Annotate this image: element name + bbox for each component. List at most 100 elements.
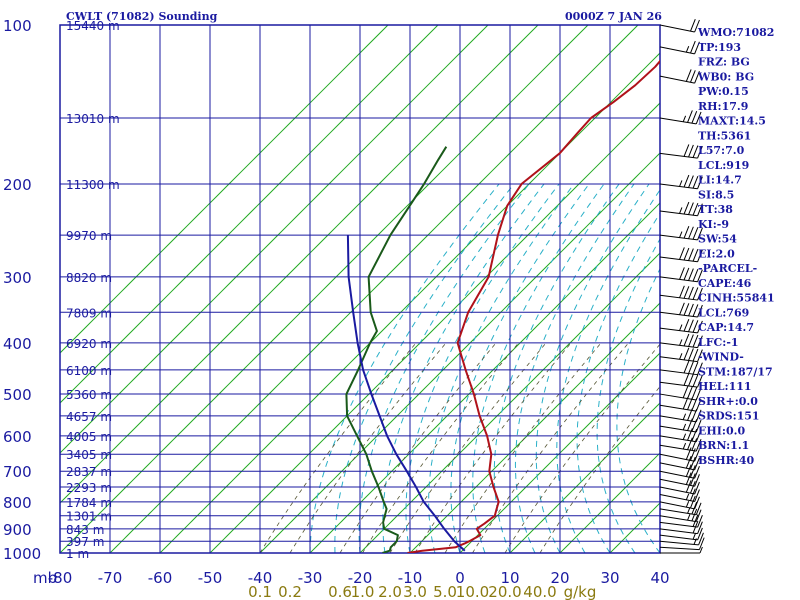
wind-barb <box>659 385 702 401</box>
height-tick-label: 397 m <box>66 535 104 549</box>
temperature-tick-label: 0 <box>455 569 465 587</box>
height-labels: 15440 m 13010 m 11300 m 9970 m 8820 m 7809 m 6… <box>66 19 120 561</box>
temperature-tick-label: 40 <box>650 569 669 587</box>
wind-barbs <box>659 18 705 554</box>
wind-barb <box>659 418 702 433</box>
wind-barb <box>659 488 700 503</box>
temperature-tick-label: -10 <box>398 569 423 587</box>
mixing-ratio-tick-label: 5.0 <box>433 583 457 600</box>
wind-barb <box>659 464 700 479</box>
height-tick-label: 843 m <box>66 523 104 537</box>
temperature-tick-label: 30 <box>600 569 619 587</box>
height-tick-label: 2293 m <box>66 481 112 495</box>
wind-barb <box>660 546 703 554</box>
wind-barb <box>659 201 703 217</box>
wind-barb <box>659 514 703 528</box>
sounding-series <box>345 59 660 553</box>
pressure-tick-label: 200 <box>3 176 32 194</box>
wind-barb <box>659 69 700 84</box>
index-value: SRDS:151 <box>698 410 760 423</box>
height-tick-label: 13010 m <box>66 112 120 126</box>
moist-adiabat-line <box>382 183 545 553</box>
index-value: WB0: BG <box>697 70 754 83</box>
height-tick-label: 7809 m <box>66 306 112 320</box>
temperature-tick-label: 20 <box>550 569 569 587</box>
index-value: SHR+:0.0 <box>698 395 758 408</box>
wind-barb <box>659 456 700 471</box>
grid <box>59 24 661 554</box>
wind-barb <box>659 302 703 318</box>
wind-barb <box>659 437 702 452</box>
index-value: HEL:111 <box>698 380 752 393</box>
index-value: CAPE:46 <box>698 277 752 290</box>
wind-barb <box>659 480 700 495</box>
mixing-ratio-tick-label: 40.0 <box>523 583 556 600</box>
index-value: BRN:1.1 <box>698 439 749 452</box>
mixing-ratio-tick-label: 1.0 <box>351 583 375 600</box>
pressure-tick-label: 600 <box>3 428 32 446</box>
pressure-tick-label: 800 <box>3 494 32 512</box>
temperature-tick-label: -30 <box>298 569 323 587</box>
chart-title: CWLT (71082) Sounding <box>66 10 218 23</box>
temperature-labels: -80 -70 -60 -50 -40 -30 -20 -10 0 10 20 30 40 <box>48 569 670 587</box>
pressure-tick-label: 700 <box>3 463 32 481</box>
wind-barb <box>659 527 703 541</box>
wind-barb <box>659 508 702 523</box>
moist-adiabat-line <box>428 183 575 553</box>
moist-adiabat-line <box>493 183 620 553</box>
height-tick-label: 8820 m <box>66 271 112 285</box>
wind-barb <box>659 267 703 283</box>
wind-barb <box>659 532 704 546</box>
mixing-ratio-tick-label: g/kg <box>564 583 597 600</box>
wind-barb <box>659 144 703 159</box>
wind-barb <box>659 472 700 487</box>
height-tick-label: 2837 m <box>66 465 112 479</box>
moist-adiabat-line <box>514 183 635 553</box>
height-tick-label: 6100 m <box>66 364 112 378</box>
wind-barb <box>659 501 702 516</box>
moist-adiabat-line <box>450 183 590 553</box>
wind-barb <box>659 110 702 125</box>
series-temperature-line <box>407 59 660 553</box>
x-unit-label: mb <box>33 569 57 587</box>
wind-barb <box>659 347 703 363</box>
temperature-tick-label: 10 <box>500 569 519 587</box>
index-value: LI:14.7 <box>698 174 742 187</box>
height-tick-label: 6920 m <box>66 337 112 351</box>
series-parcel-line <box>346 235 466 552</box>
index-value: FRZ: BG <box>698 56 750 69</box>
index-value: CAP:14.7 <box>698 321 754 334</box>
index-value: PW:0.15 <box>698 85 749 98</box>
wind-barb <box>659 447 700 462</box>
index-value: STM:187/17 <box>698 365 773 378</box>
height-tick-label: 4657 m <box>66 410 112 424</box>
height-tick-label: 1784 m <box>66 496 112 510</box>
plot-border <box>59 24 661 554</box>
index-value: TH:5361 <box>698 129 751 142</box>
wind-barb <box>659 537 705 551</box>
index-value: LCL:919 <box>698 159 749 172</box>
wind-barb <box>659 225 703 241</box>
wind-barb <box>659 495 700 510</box>
moist-adiabat-line <box>309 183 500 553</box>
index-value: -PARCEL- <box>698 262 757 275</box>
mixing-ratio-tick-label: 3.0 <box>403 583 427 600</box>
index-value: RH:17.9 <box>698 100 748 113</box>
wind-barb <box>659 360 703 376</box>
index-value: LCL:769 <box>698 306 749 319</box>
wind-barb <box>659 396 702 412</box>
index-value: CINH:55841 <box>698 292 775 305</box>
height-tick-label: 9970 m <box>66 229 112 243</box>
wind-barb <box>659 40 700 55</box>
pressure-labels: 100 200 300 400 500 600 700 800 900 1000 <box>3 17 41 563</box>
index-value: KI:-9 <box>698 218 729 231</box>
index-value: BSHR:40 <box>698 454 754 467</box>
height-tick-label: 4005 m <box>66 430 112 444</box>
mixing-ratio-tick-label: 10.0 <box>456 583 489 600</box>
chart-time: 0000Z 7 JAN 26 <box>565 10 662 23</box>
height-tick-label: 15440 m <box>66 19 120 33</box>
index-value: -WIND- <box>698 351 744 364</box>
index-value: SI:8.5 <box>698 188 734 201</box>
index-value: EI:2.0 <box>698 247 735 260</box>
